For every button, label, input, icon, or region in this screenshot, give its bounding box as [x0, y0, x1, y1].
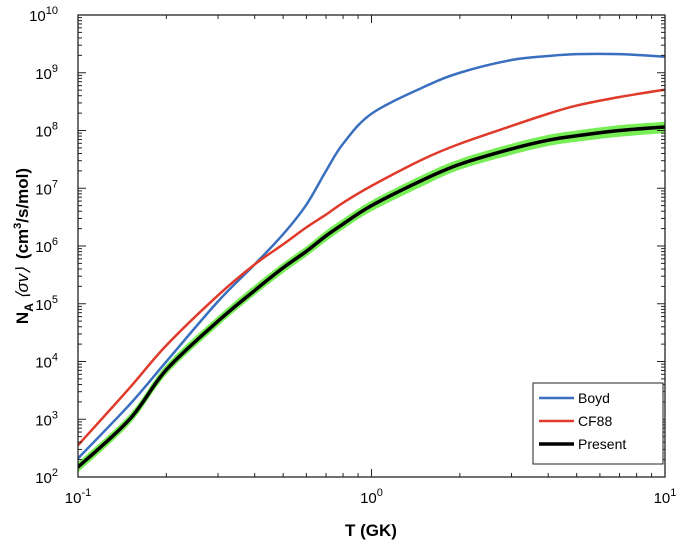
y-tick-label: 109: [35, 63, 58, 83]
y-tick-label: 105: [35, 294, 58, 314]
legend-label-present: Present: [578, 436, 626, 452]
y-label-units: (cm: [13, 229, 32, 259]
y-tick-label: 106: [35, 236, 58, 256]
y-tick-label: 1010: [29, 5, 58, 25]
y-label-main: N: [13, 312, 32, 324]
y-label-units-sup: 3: [12, 223, 24, 229]
y-tick-label: 104: [35, 352, 58, 372]
legend-label-cf88: CF88: [578, 413, 612, 429]
y-tick-label: 108: [35, 121, 58, 141]
series-line-boyd: [78, 52, 665, 460]
y-label-sub: A: [22, 303, 36, 312]
legend-label-boyd: Boyd: [578, 390, 610, 406]
x-tick-label: 100: [360, 487, 383, 507]
y-axis-label: NA ⟨σv⟩ (cm3/s/mol): [12, 168, 36, 324]
x-axis-label: T (GK): [345, 521, 397, 540]
y-label-units-rest: /s/mol): [13, 168, 32, 223]
series-line-cf88: [78, 88, 665, 447]
y-tick-label: 107: [35, 178, 58, 198]
y-label-bracket: ⟨σv⟩: [13, 267, 32, 299]
legend-box: [532, 382, 664, 465]
y-tick-label: 103: [35, 409, 58, 429]
series-line-present: [78, 125, 665, 469]
legend: Boyd CF88 Present: [532, 382, 664, 465]
y-tick-label: 102: [35, 467, 58, 487]
x-tick-label: 101: [654, 487, 677, 507]
x-tick-label: 10-1: [65, 487, 91, 507]
